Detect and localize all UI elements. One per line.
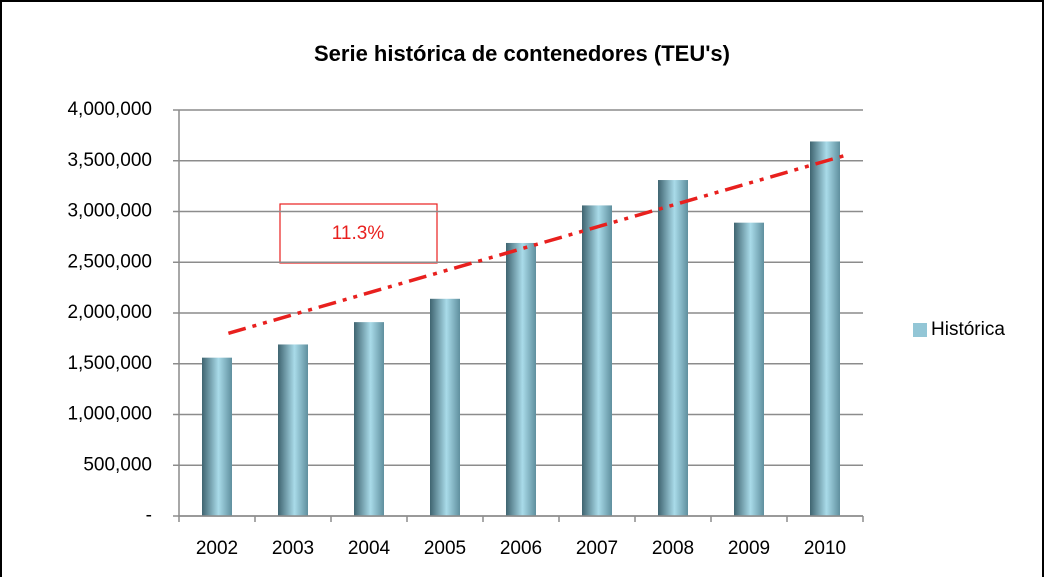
bar — [658, 180, 688, 516]
legend-label: Histórica — [931, 319, 1005, 340]
y-tick-label: 3,000,000 — [67, 201, 152, 222]
bar — [202, 357, 232, 516]
bar — [278, 344, 308, 516]
x-tick-label: 2007 — [576, 538, 618, 559]
bar — [734, 222, 764, 517]
x-tick-label: 2005 — [424, 538, 466, 559]
bar — [354, 322, 384, 516]
x-tick-label: 2004 — [348, 538, 391, 559]
bar — [810, 141, 840, 516]
annotation: 11.3% — [332, 223, 385, 244]
y-tick-label: 500,000 — [83, 454, 152, 475]
y-tick-label: - — [146, 505, 152, 526]
x-tick-label: 2003 — [272, 538, 314, 559]
bar — [582, 205, 612, 516]
bar — [506, 242, 536, 516]
x-tick-label: 2009 — [728, 538, 770, 559]
x-tick-label: 2002 — [196, 538, 238, 559]
chart-title: Serie histórica de contenedores (TEU's) — [314, 41, 730, 66]
x-tick-label: 2006 — [500, 538, 542, 559]
x-tick-label: 2010 — [804, 538, 846, 559]
x-tick-label: 2008 — [652, 538, 694, 559]
bar — [430, 298, 460, 516]
legend-swatch — [913, 323, 927, 337]
y-tick-label: 1,500,000 — [67, 353, 152, 374]
y-tick-label: 1,000,000 — [67, 404, 152, 425]
y-tick-label: 3,500,000 — [67, 150, 152, 171]
trendline — [227, 152, 849, 335]
y-tick-label: 2,500,000 — [67, 251, 152, 272]
y-tick-label: 2,000,000 — [67, 302, 152, 323]
y-tick-label: 4,000,000 — [67, 99, 152, 120]
